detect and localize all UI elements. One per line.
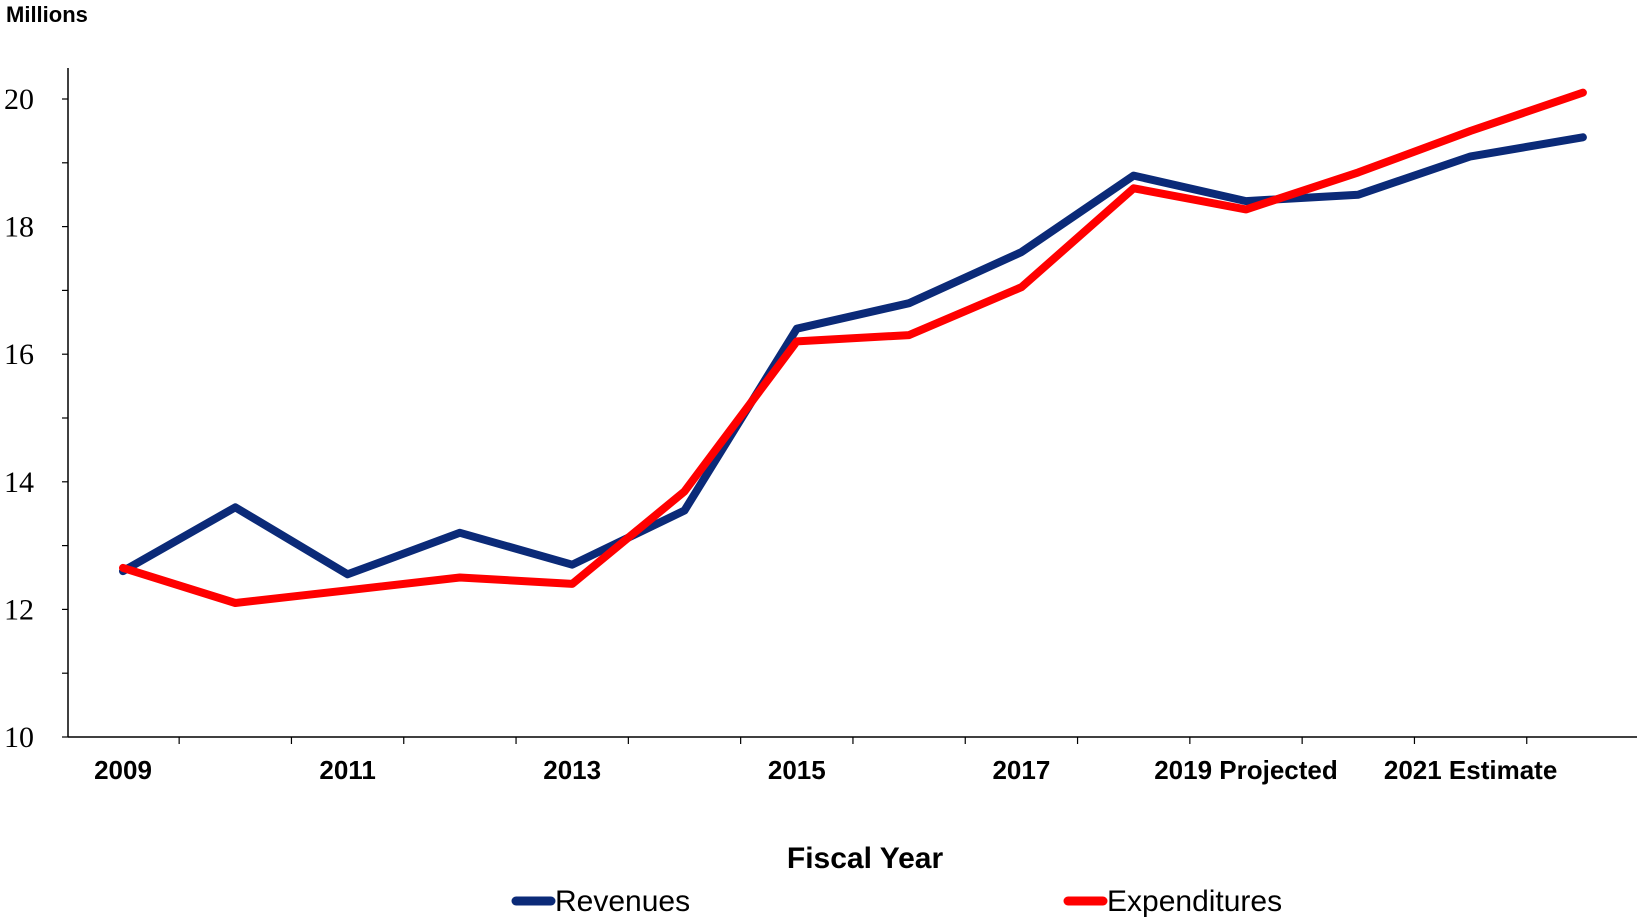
series-line-revenues (119, 133, 1587, 579)
series-lines (119, 88, 1587, 607)
y-axis-unit-label: Millions (6, 2, 88, 27)
y-tick-label: 12 (4, 593, 34, 626)
x-tick-label: 2009 (94, 755, 152, 785)
legend-label-expenditures: Expenditures (1107, 885, 1282, 918)
x-tick-label: 2011 (319, 755, 375, 785)
y-tick-labels: 10 12 14 16 18 20 (4, 83, 34, 754)
y-tick-label: 16 (4, 338, 34, 371)
y-tick-label: 18 (4, 211, 34, 244)
legend: Revenues Expenditures (511, 885, 1282, 918)
x-tick-label: 2015 (768, 755, 826, 785)
axes (62, 68, 1637, 744)
series-line-expenditures (119, 88, 1587, 607)
x-tick-label: 2017 (992, 755, 1050, 785)
x-tick-label: 2019 Projected (1154, 755, 1338, 785)
x-tick-label: 2021 Estimate (1384, 755, 1557, 785)
y-tick-label: 20 (4, 83, 34, 116)
y-tick-label: 10 (4, 721, 34, 754)
x-tick-label: 2013 (543, 755, 601, 785)
y-tick-label: 14 (4, 466, 34, 499)
x-tick-labels: 2009 2011 2013 2015 2017 2019 Projected 2021 E… (94, 755, 1557, 785)
x-axis-title: Fiscal Year (787, 842, 944, 875)
legend-label-revenues: Revenues (555, 885, 690, 918)
